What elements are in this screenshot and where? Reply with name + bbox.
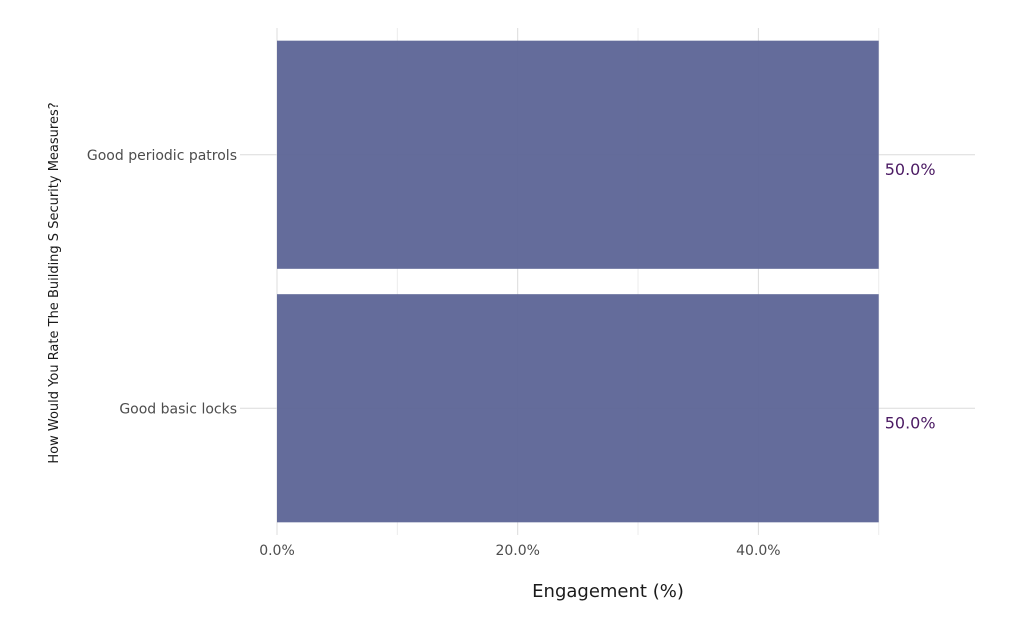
x-tick-label: 0.0% (259, 543, 295, 559)
y-tick-label: Good basic locks (119, 401, 237, 417)
data-labels: 50.0% 50.0% (885, 160, 936, 433)
bar (277, 40, 879, 269)
y-axis-title: How Would You Rate The Building S Securi… (47, 102, 62, 463)
y-tick-label: Good periodic patrols (87, 148, 237, 164)
y-axis-ticks: Good periodic patrols Good basic locks (87, 148, 237, 418)
x-axis-title: Engagement (%) (532, 581, 684, 602)
bar-value-label: 50.0% (885, 160, 936, 179)
x-tick-label: 40.0% (736, 543, 780, 559)
bar-value-label: 50.0% (885, 413, 936, 432)
bar (277, 294, 879, 523)
bars (277, 40, 879, 523)
x-axis-ticks: 0.0% 20.0% 40.0% (259, 543, 780, 559)
x-tick-label: 20.0% (495, 543, 539, 559)
